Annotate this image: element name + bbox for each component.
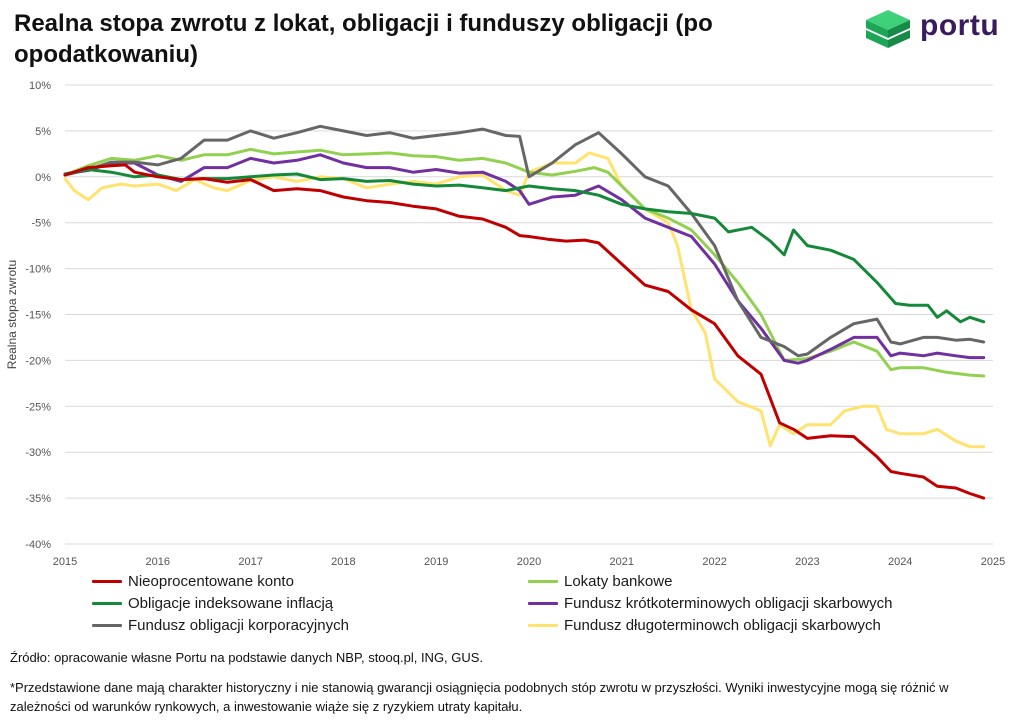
legend-swatch <box>92 601 122 605</box>
x-tick-label: 2017 <box>238 556 262 568</box>
x-tick-label: 2015 <box>53 556 77 568</box>
y-tick-label: -25% <box>25 401 51 413</box>
series-line-5 <box>63 151 986 449</box>
legend-swatch <box>528 623 558 627</box>
legend-label: Lokaty bankowe <box>564 572 673 590</box>
x-tick-label: 2022 <box>702 556 726 568</box>
y-tick-label: -10% <box>25 264 51 276</box>
disclaimer-note: *Przedstawione dane mają charakter histo… <box>10 680 949 714</box>
y-tick-label: 0% <box>35 172 51 184</box>
series-lines <box>63 124 986 500</box>
y-tick-label: -5% <box>31 218 51 230</box>
legend-swatch <box>92 579 122 583</box>
grid <box>65 84 993 545</box>
legend-label: Fundusz obligacji korporacyjnych <box>128 616 349 634</box>
legend: Nieoprocentowane konto Lokaty bankowe Obli… <box>0 570 1024 640</box>
legend-item: Fundusz obligacji korporacyjnych <box>92 614 349 636</box>
series-line-4 <box>63 124 986 358</box>
x-tick-label: 2025 <box>981 556 1005 568</box>
y-tick-label: 5% <box>35 126 51 138</box>
legend-item: Obligacje indeksowane inflacją <box>92 592 333 614</box>
series-line-3 <box>63 153 986 365</box>
x-tick-label: 2021 <box>610 556 634 568</box>
legend-item: Nieoprocentowane konto <box>92 570 294 592</box>
chart-title: Realna stopa zwrotu z lokat, obligacji i… <box>14 10 713 68</box>
series-line-0 <box>63 163 986 500</box>
series-line-1 <box>63 147 986 378</box>
y-tick-label: -40% <box>25 539 51 551</box>
y-axis-label: Realna stopa zwrotu <box>5 260 19 369</box>
x-tick-label: 2023 <box>795 556 819 568</box>
series-line-2 <box>63 168 986 324</box>
y-tick-label: -35% <box>25 493 51 505</box>
legend-item: Fundusz krótkoterminowych obligacji skar… <box>528 592 892 614</box>
logo-text: portu <box>920 9 1000 42</box>
y-tick-label: -15% <box>25 310 51 322</box>
portu-logo: portu <box>862 8 1012 52</box>
line-chart: 10% 5% 0% -5% -10% -15% -20% -25% -30% -35% -40% 2… <box>5 80 1005 568</box>
y-tick-label: 10% <box>29 80 51 92</box>
x-tick-label: 2018 <box>331 556 355 568</box>
legend-label: Fundusz długoterminowch obligacji skarbo… <box>564 616 881 634</box>
legend-swatch <box>528 579 558 583</box>
legend-label: Nieoprocentowane konto <box>128 572 294 590</box>
source-note: Źródło: opracowanie własne Portu na pods… <box>10 650 484 665</box>
x-tick-label: 2020 <box>517 556 541 568</box>
x-tick-label: 2019 <box>424 556 448 568</box>
legend-label: Obligacje indeksowane inflacją <box>128 594 334 612</box>
y-tick-label: -20% <box>25 355 51 367</box>
y-axis: 10% 5% 0% -5% -10% -15% -20% -25% -30% -35% -40% <box>25 80 51 551</box>
legend-swatch <box>528 601 558 605</box>
legend-item: Lokaty bankowe <box>528 570 672 592</box>
x-axis: 2015 2016 2017 2018 2019 2020 2021 2022 2023 2024… <box>53 556 1005 568</box>
x-tick-label: 2024 <box>888 556 912 568</box>
y-tick-label: -30% <box>25 447 51 459</box>
portu-cube-icon <box>866 10 910 48</box>
legend-item: Fundusz długoterminowch obligacji skarbo… <box>528 614 881 636</box>
x-tick-label: 2016 <box>146 556 170 568</box>
legend-swatch <box>92 623 122 627</box>
legend-label: Fundusz krótkoterminowych obligacji skar… <box>564 594 893 612</box>
